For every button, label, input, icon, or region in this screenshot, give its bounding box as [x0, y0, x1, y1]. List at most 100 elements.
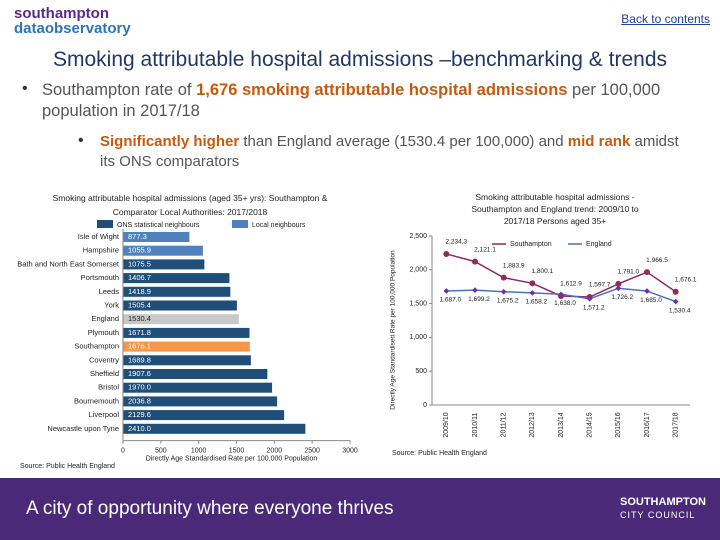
bullet: Significantly higher than England averag… — [100, 132, 690, 172]
marker — [644, 269, 650, 276]
bar — [123, 286, 231, 297]
data-label: 1671.8 — [128, 328, 151, 337]
data-label: 2410.0 — [128, 424, 151, 433]
bullet-dot: • — [78, 132, 84, 149]
bar — [123, 341, 250, 352]
data-label: 2,121.1 — [474, 246, 496, 253]
y-tick-label: York — [104, 300, 119, 309]
marker — [472, 258, 478, 265]
data-label: 1,612.9 — [560, 281, 582, 288]
bar — [123, 273, 230, 284]
y-tick-label: Bristol — [98, 383, 119, 392]
bar — [123, 423, 306, 434]
y-tick-label: Bath and North East Somerset — [17, 259, 120, 268]
y-tick-label: 1,500 — [409, 300, 427, 307]
logo-text: dataobservatory — [14, 20, 131, 37]
data-label: 1,638.0 — [554, 300, 576, 307]
data-label: 2129.6 — [128, 410, 151, 419]
data-label: 1,726.2 — [611, 294, 633, 301]
bullet-dot: • — [22, 80, 28, 97]
data-label: 1676.1 — [128, 342, 151, 351]
chart-title: Smoking attributable hospital admissions… — [471, 192, 639, 226]
legend-swatch — [97, 220, 113, 228]
x-tick-label: 1500 — [229, 447, 245, 454]
bullet-text: Southampton rate of — [42, 81, 197, 99]
y-tick-label: Coventry — [89, 355, 119, 364]
y-tick-label: 1,000 — [409, 334, 427, 341]
bullet-text: mid rank — [567, 133, 631, 150]
marker — [500, 288, 507, 295]
council-name: SOUTHAMPTON — [620, 496, 706, 508]
x-tick-label: 2009/10 — [443, 412, 450, 437]
y-tick-label: Southampton — [74, 342, 119, 351]
data-label: 1075.5 — [128, 259, 151, 268]
y-tick-label: Sheffield — [90, 369, 119, 378]
marker — [529, 290, 536, 296]
data-label: 1,966.5 — [646, 257, 668, 264]
footer-bar — [0, 478, 720, 540]
y-tick-label: Plymouth — [88, 328, 119, 337]
marker — [672, 298, 679, 305]
y-tick-label: Leeds — [99, 287, 120, 296]
bar — [123, 410, 285, 421]
data-label: 2,234.3 — [445, 239, 467, 246]
x-axis-label: Directly Age Standardised Rate per 100,0… — [146, 455, 318, 462]
data-label: 877.3 — [128, 232, 147, 241]
x-tick-label: 1000 — [191, 447, 207, 454]
bullet-text: amidst its ONS comparators — [100, 133, 679, 170]
data-label: 1,687.0 — [439, 297, 461, 304]
legend-label: ONS statistical neighbours — [117, 222, 200, 229]
back-link[interactable]: Back to contents — [621, 12, 710, 26]
data-label: 2036.8 — [128, 396, 151, 405]
bar — [123, 245, 203, 256]
data-label: 1,675.2 — [497, 297, 519, 304]
data-label: 1,530.4 — [669, 307, 691, 314]
data-label: 1,791.0 — [617, 269, 639, 276]
data-label: 1,800.1 — [531, 268, 553, 275]
source: Source: Public Health England — [20, 463, 115, 470]
x-tick-label: 2010/11 — [472, 413, 479, 438]
bar — [123, 314, 239, 325]
data-label: 1689.8 — [128, 355, 151, 364]
data-label: 1406.7 — [128, 273, 151, 282]
x-tick-label: 3000 — [342, 447, 358, 454]
charts: Smoking attributable hospital admissions… — [17, 192, 697, 470]
y-axis-label: Directly Age Standardised Rate per 100,0… — [390, 250, 397, 410]
marker — [672, 288, 679, 295]
y-tick-label: 500 — [415, 368, 427, 375]
data-label: 1907.6 — [128, 369, 151, 378]
x-tick-label: 2014/15 — [587, 412, 594, 437]
bar — [123, 382, 273, 393]
y-tick-label: Hampshire — [83, 246, 119, 255]
data-label: 1970.0 — [128, 383, 151, 392]
logo-text: southampton — [14, 5, 109, 22]
council-name: CITY COUNCIL — [620, 510, 696, 520]
data-label: 1418.9 — [128, 287, 151, 296]
y-tick-label: Bournemouth — [74, 396, 119, 405]
marker — [615, 285, 622, 292]
slide-title: Smoking attributable hospital admissions… — [53, 48, 667, 71]
x-tick-label: 2015/16 — [615, 412, 622, 437]
data-label: 1530.4 — [128, 314, 151, 323]
y-tick-label: Portsmouth — [81, 273, 119, 282]
y-tick-label: 0 — [423, 402, 427, 409]
tagline: A city of opportunity where everyone thr… — [26, 498, 394, 519]
data-label: 1,597.7 — [589, 282, 611, 289]
bar — [123, 300, 237, 311]
bar — [123, 396, 278, 407]
y-tick-label: England — [91, 314, 119, 323]
marker — [615, 280, 622, 287]
bar — [123, 259, 205, 270]
marker — [443, 288, 450, 294]
bullet: Southampton rate of 1,676 smoking attrib… — [42, 80, 662, 122]
data-label: 1,883.9 — [503, 262, 525, 269]
data-label: 1,658.2 — [525, 299, 547, 306]
bullet-text: Significantly higher — [100, 133, 240, 150]
data-label: 1,676.1 — [675, 276, 697, 283]
bar — [123, 232, 190, 242]
data-label: 1505.4 — [128, 300, 151, 309]
y-tick-label: Isle of Wight — [78, 232, 120, 241]
bar — [123, 327, 250, 338]
data-label: 1,699.2 — [468, 296, 490, 303]
marker — [500, 274, 507, 281]
